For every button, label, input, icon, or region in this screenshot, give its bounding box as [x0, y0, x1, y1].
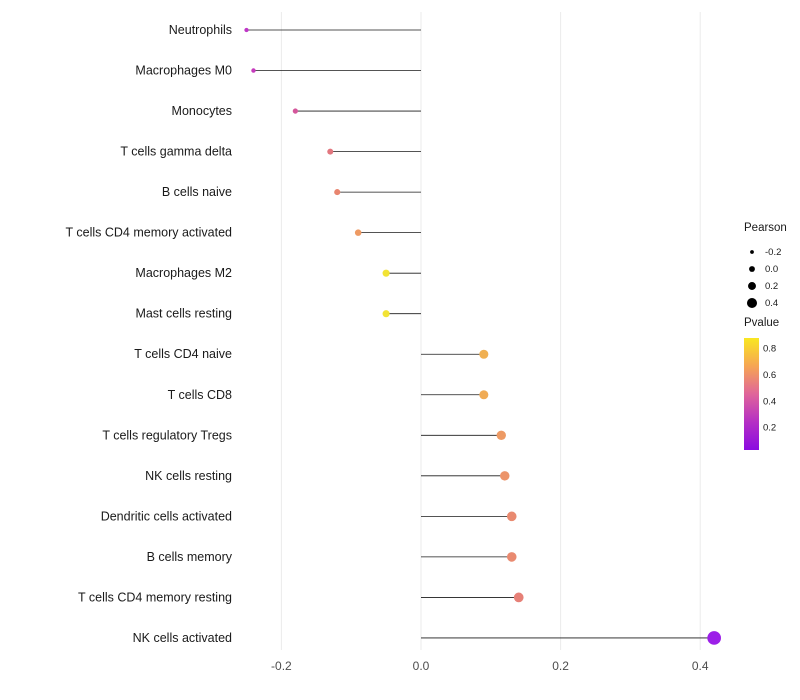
lollipop-dot [382, 310, 390, 318]
lollipop-dot [244, 27, 249, 33]
lollipop-dot [506, 511, 517, 522]
size-legend-label: 0.0 [765, 264, 778, 275]
size-legend-dot [749, 266, 755, 272]
lollipop-dot [506, 552, 517, 562]
size-legend-label: 0.2 [765, 281, 778, 292]
x-axis-tick-label: -0.2 [271, 659, 292, 673]
x-axis-tick-label: 0.0 [413, 659, 430, 673]
lollipop-dot [382, 269, 390, 277]
lollipop-dot [479, 390, 489, 400]
category-label: Monocytes [172, 104, 232, 118]
category-label: T cells CD4 memory resting [78, 590, 232, 604]
category-label: T cells CD8 [168, 388, 232, 402]
category-label: Macrophages M2 [135, 266, 232, 280]
size-legend-dot [748, 282, 756, 290]
category-label: Macrophages M0 [135, 64, 232, 78]
category-label: Neutrophils [169, 23, 232, 37]
lollipop-dot [479, 349, 489, 359]
color-legend-title: Pvalue [744, 317, 779, 329]
lollipop-dot [327, 148, 334, 155]
lollipop-dot [496, 430, 506, 441]
size-legend-label: -0.2 [765, 247, 781, 258]
lollipop-dot [251, 68, 256, 73]
color-legend-label: 0.2 [763, 423, 776, 434]
pvalue-colorbar [744, 338, 759, 450]
category-label: Dendritic cells activated [101, 509, 232, 523]
color-legend-label: 0.8 [763, 344, 776, 355]
lollipop-dot [354, 229, 362, 236]
category-label: T cells gamma delta [120, 145, 232, 159]
size-legend-dot [746, 297, 758, 309]
category-label: Mast cells resting [135, 307, 232, 321]
category-label: NK cells resting [145, 469, 232, 483]
lollipop-dot [500, 471, 510, 481]
size-legend-label: 0.4 [765, 298, 778, 309]
category-label: T cells CD4 naive [134, 347, 232, 361]
size-legend-title: Pearson [744, 222, 787, 234]
lollipop-dot [513, 592, 524, 603]
lollipop-dot [707, 631, 721, 645]
lollipop-dot [292, 108, 298, 114]
lollipop-dot [334, 189, 341, 196]
category-label: T cells CD4 memory activated [66, 226, 233, 240]
color-legend-label: 0.4 [763, 396, 776, 407]
category-label: NK cells activated [133, 631, 232, 645]
category-label: T cells regulatory Tregs [102, 428, 232, 442]
x-axis-tick-label: 0.4 [692, 659, 709, 673]
size-legend-dot [750, 250, 754, 254]
color-legend-label: 0.6 [763, 370, 776, 381]
x-axis-tick-label: 0.2 [552, 659, 569, 673]
category-label: B cells memory [147, 550, 233, 564]
category-label: B cells naive [162, 185, 232, 199]
